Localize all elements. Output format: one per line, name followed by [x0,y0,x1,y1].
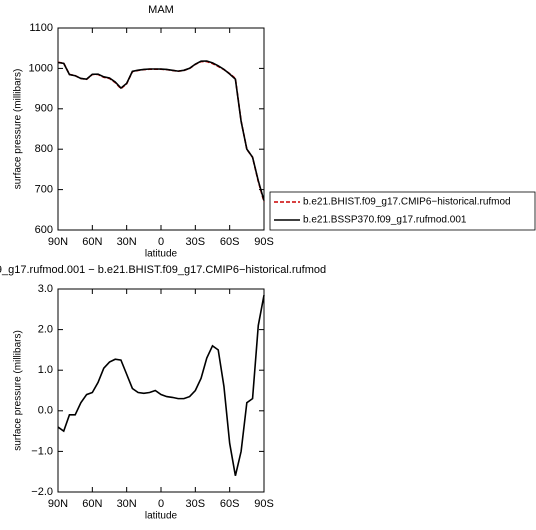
series-line [57,60,265,202]
x-tick-label: 90S [254,236,274,248]
y-tick-label: −1.0 [31,445,53,457]
x-tick-label: 90S [254,498,274,510]
x-tick-label: 30S [186,236,206,248]
y-axis-label: surface pressure (millibars) [13,330,24,451]
x-tick-label: 0 [158,236,164,248]
y-tick-label: 1.0 [38,364,53,376]
x-tick-label: 30N [117,498,137,510]
x-axis-label: latitude [145,249,178,260]
x-tick-label: 30S [186,498,206,510]
y-tick-label: −2.0 [31,486,53,498]
x-tick-label: 60S [220,236,240,248]
x-tick-label: 60S [220,498,240,510]
legend-box [269,191,536,231]
legend-label: b.e21.BSSP370.f09_g17.rufmod.001 [303,215,467,226]
x-tick-label: 0 [158,498,164,510]
y-tick-label: 700 [35,184,53,196]
x-tick-label: 90N [48,498,68,510]
legend-label: b.e21.BHIST.f09_g17.CMIP6−historical.ruf… [303,197,511,208]
y-tick-label: 600 [35,224,53,236]
series-line [57,294,265,476]
y-tick-label: 2.0 [38,324,53,336]
chart-title: 9_g17.rufmod.001 − b.e21.BHIST.f09_g17.C… [0,264,326,276]
y-axis-label: surface pressure (millibars) [13,69,24,190]
series-line [57,60,265,201]
x-axis-label: latitude [145,511,178,522]
x-tick-label: 30N [117,236,137,248]
y-tick-label: 800 [35,143,53,155]
plot-frame [57,27,265,231]
x-tick-label: 60N [82,236,102,248]
x-tick-label: 90N [48,236,68,248]
y-tick-label: 0.0 [38,405,53,417]
y-tick-label: 900 [35,103,53,115]
y-tick-label: 3.0 [38,283,53,295]
y-tick-label: 1000 [29,62,53,74]
y-tick-label: 1100 [29,22,53,34]
chart-title: MAM [148,4,174,16]
x-tick-label: 60N [82,498,102,510]
